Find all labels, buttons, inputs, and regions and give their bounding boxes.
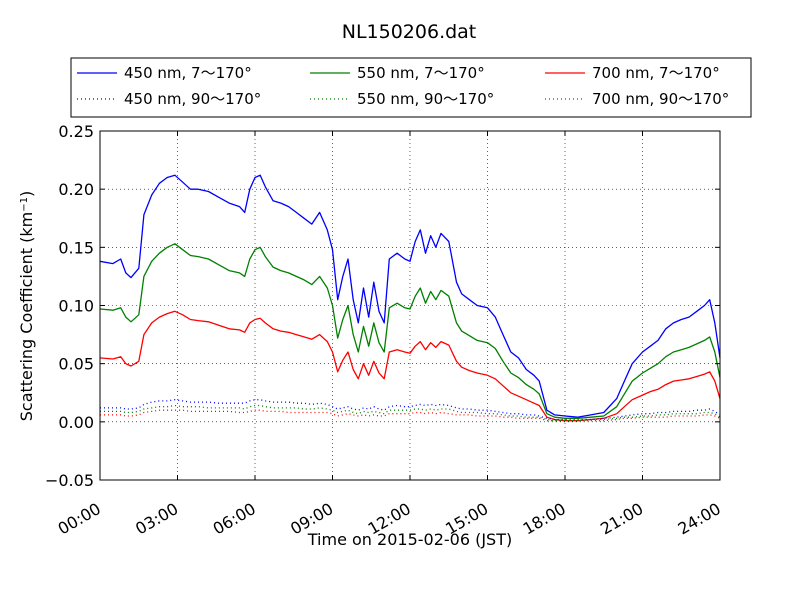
x-tick-label: 00:00 — [55, 499, 104, 539]
y-axis-label-close: ) — [17, 191, 36, 197]
chart-title: NL150206.dat — [342, 21, 477, 43]
axis-ticks — [99, 130, 721, 481]
x-tick-label: 06:00 — [210, 499, 259, 539]
y-tick-label: 0.10 — [58, 297, 94, 316]
legend-entry-label: 700 nm, 90～170° — [592, 90, 729, 108]
y-tick-label: −0.05 — [45, 471, 94, 490]
x-axis-label: Time on 2015-02-06 (JST) — [307, 530, 512, 549]
x-tick-label: 18:00 — [520, 499, 569, 539]
grid-lines — [100, 131, 720, 480]
legend-entry-label: 550 nm, 90～170° — [357, 90, 494, 108]
legend-box — [70, 57, 752, 118]
y-axis-label-superscript: −1 — [19, 197, 30, 212]
y-tick-label: 0.05 — [58, 355, 94, 374]
x-tick-label: 03:00 — [132, 499, 181, 539]
legend-entry-label: 450 nm, 90～170° — [124, 90, 261, 108]
legend-entry-label: 700 nm, 7～170° — [592, 64, 720, 82]
series-line — [99, 174, 721, 418]
series-line — [100, 399, 721, 421]
legend-entry-label: 550 nm, 7～170° — [357, 64, 485, 82]
y-tick-label: 0.20 — [58, 180, 94, 199]
y-axis-label: Scattering Coefficient (km−1) — [17, 191, 36, 422]
x-tick-label: 21:00 — [597, 499, 646, 539]
x-tick-label: 24:00 — [675, 499, 724, 539]
legend-entry-label: 450 nm, 7～170° — [124, 64, 252, 82]
series-line — [99, 243, 721, 419]
y-tick-label: 0.25 — [58, 122, 94, 141]
series-lines — [99, 174, 721, 422]
y-tick-label: 0.00 — [58, 413, 94, 432]
series-line — [99, 310, 721, 422]
y-tick-label: 0.15 — [58, 238, 94, 257]
y-axis-label-main: Scattering Coefficient (km — [17, 212, 36, 422]
series-line — [100, 409, 721, 422]
legend: 450 nm, 7～170° 550 nm, 7～170° 700 nm, 7～17… — [70, 57, 752, 118]
